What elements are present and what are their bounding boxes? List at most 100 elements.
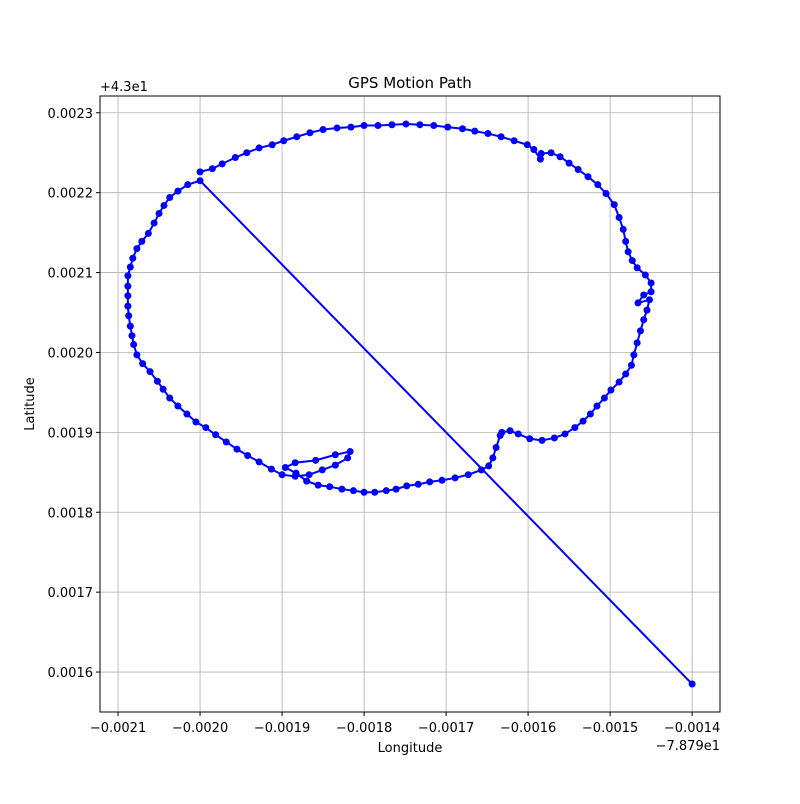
data-point <box>444 123 452 131</box>
data-point <box>212 431 220 439</box>
data-point <box>615 378 623 386</box>
data-point <box>492 444 500 452</box>
data-point <box>280 137 288 145</box>
data-point <box>643 306 651 314</box>
data-point <box>438 476 446 484</box>
data-point <box>382 487 390 495</box>
data-point <box>153 377 161 385</box>
data-point <box>174 402 182 410</box>
data-point <box>255 144 263 152</box>
data-point <box>506 427 514 435</box>
data-point <box>128 332 136 340</box>
data-point <box>622 370 630 378</box>
data-point <box>291 459 299 467</box>
data-point <box>497 133 505 141</box>
data-point <box>477 466 485 474</box>
data-point <box>550 434 558 442</box>
data-point <box>267 465 275 473</box>
y-tick-label: 0.0022 <box>48 187 94 202</box>
data-point <box>556 153 564 161</box>
data-point <box>561 430 569 438</box>
chart-title: GPS Motion Path <box>348 74 472 92</box>
data-point <box>615 213 623 221</box>
data-point <box>184 181 192 189</box>
y-axis-label: Latitude <box>23 377 38 431</box>
y-tick-label: 0.0016 <box>48 666 94 681</box>
data-point <box>514 430 522 438</box>
data-point <box>484 130 492 138</box>
data-point <box>624 248 632 256</box>
x-offset: −7.879e1 <box>656 739 720 754</box>
data-point <box>255 458 263 466</box>
data-point <box>647 279 655 287</box>
plot-frame <box>99 95 721 713</box>
data-point <box>498 428 506 436</box>
data-point <box>619 225 627 233</box>
data-point <box>312 456 320 464</box>
data-point <box>124 302 132 310</box>
data-point <box>319 126 327 134</box>
data-point <box>634 299 642 307</box>
data-point <box>600 394 608 402</box>
y-tick-label: 0.0019 <box>48 426 94 441</box>
data-point <box>303 477 311 485</box>
data-point <box>166 394 174 402</box>
x-tick-label: −0.0014 <box>664 721 720 736</box>
data-point <box>414 480 422 488</box>
x-tick-label: −0.0020 <box>172 721 228 736</box>
data-point <box>633 339 641 347</box>
data-point <box>166 193 174 201</box>
data-point <box>416 121 424 129</box>
data-point <box>530 146 538 154</box>
x-axis-label: Longitude <box>378 741 443 756</box>
data-point <box>347 123 355 131</box>
data-point <box>292 469 300 477</box>
data-point <box>243 149 251 157</box>
data-point <box>526 435 534 443</box>
data-point <box>331 451 339 459</box>
data-point <box>586 410 594 418</box>
x-tick-label: −0.0018 <box>336 721 392 736</box>
data-point <box>426 478 434 486</box>
data-point <box>636 327 644 335</box>
data-point <box>305 471 313 479</box>
y-tick-label: 0.0023 <box>48 107 94 122</box>
data-point <box>218 160 226 168</box>
data-point <box>155 209 163 217</box>
data-point <box>641 271 649 279</box>
data-point <box>688 680 696 688</box>
data-point <box>594 181 602 189</box>
data-point <box>133 351 141 359</box>
data-point <box>331 461 339 469</box>
data-point <box>129 254 137 262</box>
data-point <box>374 122 382 130</box>
data-point <box>360 488 368 496</box>
data-point <box>628 257 636 265</box>
data-point <box>318 466 326 474</box>
x-tick-label: −0.0017 <box>418 721 474 736</box>
data-point <box>124 292 132 300</box>
data-point <box>346 448 354 456</box>
data-point <box>126 322 134 330</box>
data-point <box>208 165 216 173</box>
data-point <box>349 487 357 495</box>
data-point <box>174 187 182 195</box>
data-point <box>281 464 289 472</box>
data-point <box>489 454 497 462</box>
data-point <box>458 125 466 133</box>
data-point <box>622 237 630 245</box>
data-point <box>640 316 648 324</box>
data-point <box>579 417 587 425</box>
data-point <box>293 133 301 141</box>
data-point <box>392 485 400 493</box>
data-point <box>627 361 635 369</box>
y-tick-label: 0.0021 <box>48 267 94 282</box>
data-point <box>630 351 638 359</box>
data-point <box>344 454 352 462</box>
data-point <box>464 471 472 479</box>
x-tick-label: −0.0019 <box>254 721 310 736</box>
data-point <box>326 483 334 491</box>
data-point <box>222 438 230 446</box>
